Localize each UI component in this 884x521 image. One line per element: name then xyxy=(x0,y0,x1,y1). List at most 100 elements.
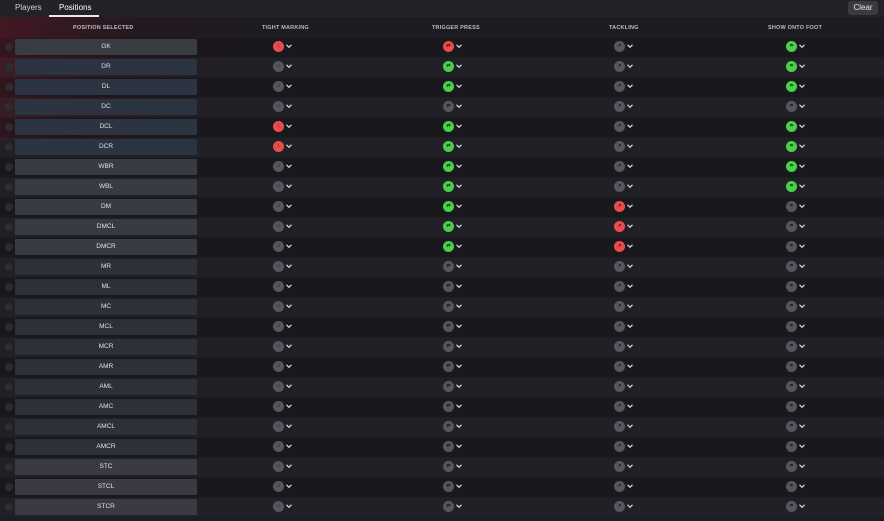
drag-handle-icon[interactable] xyxy=(5,63,13,71)
trigger-press-dropdown[interactable]: ⇄ xyxy=(443,81,469,93)
drag-handle-icon[interactable] xyxy=(5,263,13,271)
drag-handle-icon[interactable] xyxy=(5,123,13,131)
trigger-press-dropdown[interactable]: ⇄ xyxy=(443,261,469,273)
tight-marking-dropdown[interactable]: ∴ xyxy=(273,81,299,93)
drag-handle-icon[interactable] xyxy=(5,423,13,431)
show-onto-foot-dropdown[interactable]: ≐ xyxy=(786,81,812,93)
tackling-dropdown[interactable]: ↗ xyxy=(614,121,640,133)
tight-marking-dropdown[interactable]: ∴ xyxy=(273,201,299,213)
drag-handle-icon[interactable] xyxy=(5,323,13,331)
tackling-dropdown[interactable]: ↗ xyxy=(614,401,640,413)
show-onto-foot-dropdown[interactable]: ≐ xyxy=(786,121,812,133)
tight-marking-dropdown[interactable]: ∴ xyxy=(273,161,299,173)
tackling-dropdown[interactable]: ↗ xyxy=(614,101,640,113)
drag-handle-icon[interactable] xyxy=(5,403,13,411)
tight-marking-dropdown[interactable]: ∴ xyxy=(273,221,299,233)
trigger-press-dropdown[interactable]: ⇄ xyxy=(443,461,469,473)
show-onto-foot-dropdown[interactable]: ≐ xyxy=(786,481,812,493)
drag-handle-icon[interactable] xyxy=(5,503,13,511)
show-onto-foot-dropdown[interactable]: ≐ xyxy=(786,181,812,193)
show-onto-foot-dropdown[interactable]: ≐ xyxy=(786,321,812,333)
show-onto-foot-dropdown[interactable]: ≐ xyxy=(786,141,812,153)
tight-marking-dropdown[interactable]: ∴ xyxy=(273,301,299,313)
tackling-dropdown[interactable]: ↗ xyxy=(614,281,640,293)
trigger-press-dropdown[interactable]: ⇄ xyxy=(443,181,469,193)
tackling-dropdown[interactable]: ↗ xyxy=(614,181,640,193)
tight-marking-dropdown[interactable]: ∴ xyxy=(273,461,299,473)
drag-handle-icon[interactable] xyxy=(5,143,13,151)
tackling-dropdown[interactable]: ↗ xyxy=(614,141,640,153)
show-onto-foot-dropdown[interactable]: ≐ xyxy=(786,41,812,53)
trigger-press-dropdown[interactable]: ⇄ xyxy=(443,281,469,293)
tight-marking-dropdown[interactable]: ∴ xyxy=(273,381,299,393)
drag-handle-icon[interactable] xyxy=(5,483,13,491)
tackling-dropdown[interactable]: ↗ xyxy=(614,361,640,373)
show-onto-foot-dropdown[interactable]: ≐ xyxy=(786,441,812,453)
show-onto-foot-dropdown[interactable]: ≐ xyxy=(786,381,812,393)
tight-marking-dropdown[interactable]: ∴ xyxy=(273,441,299,453)
trigger-press-dropdown[interactable]: ⇄ xyxy=(443,141,469,153)
trigger-press-dropdown[interactable]: ⇄ xyxy=(443,221,469,233)
drag-handle-icon[interactable] xyxy=(5,223,13,231)
tackling-dropdown[interactable]: ↗ xyxy=(614,241,640,253)
tight-marking-dropdown[interactable]: ∴ xyxy=(273,401,299,413)
tight-marking-dropdown[interactable]: ∴ xyxy=(273,261,299,273)
tight-marking-dropdown[interactable]: ∴ xyxy=(273,481,299,493)
tight-marking-dropdown[interactable]: ∴ xyxy=(273,501,299,513)
trigger-press-dropdown[interactable]: ⇄ xyxy=(443,421,469,433)
tackling-dropdown[interactable]: ↗ xyxy=(614,161,640,173)
trigger-press-dropdown[interactable]: ⇄ xyxy=(443,321,469,333)
show-onto-foot-dropdown[interactable]: ≐ xyxy=(786,101,812,113)
show-onto-foot-dropdown[interactable]: ≐ xyxy=(786,341,812,353)
tackling-dropdown[interactable]: ↗ xyxy=(614,41,640,53)
drag-handle-icon[interactable] xyxy=(5,363,13,371)
tight-marking-dropdown[interactable]: ∴ xyxy=(273,181,299,193)
trigger-press-dropdown[interactable]: ⇄ xyxy=(443,301,469,313)
show-onto-foot-dropdown[interactable]: ≐ xyxy=(786,461,812,473)
drag-handle-icon[interactable] xyxy=(5,343,13,351)
drag-handle-icon[interactable] xyxy=(5,243,13,251)
show-onto-foot-dropdown[interactable]: ≐ xyxy=(786,201,812,213)
show-onto-foot-dropdown[interactable]: ≐ xyxy=(786,221,812,233)
drag-handle-icon[interactable] xyxy=(5,163,13,171)
trigger-press-dropdown[interactable]: ⇄ xyxy=(443,161,469,173)
drag-handle-icon[interactable] xyxy=(5,103,13,111)
tackling-dropdown[interactable]: ↗ xyxy=(614,441,640,453)
show-onto-foot-dropdown[interactable]: ≐ xyxy=(786,501,812,513)
tight-marking-dropdown[interactable]: ∴ xyxy=(273,101,299,113)
show-onto-foot-dropdown[interactable]: ≐ xyxy=(786,361,812,373)
tackling-dropdown[interactable]: ↗ xyxy=(614,321,640,333)
tight-marking-dropdown[interactable]: ∴ xyxy=(273,361,299,373)
drag-handle-icon[interactable] xyxy=(5,303,13,311)
tackling-dropdown[interactable]: ↗ xyxy=(614,221,640,233)
tackling-dropdown[interactable]: ↗ xyxy=(614,61,640,73)
tight-marking-dropdown[interactable]: ∴ xyxy=(273,421,299,433)
tight-marking-dropdown[interactable]: ∴ xyxy=(273,121,299,133)
tackling-dropdown[interactable]: ↗ xyxy=(614,461,640,473)
trigger-press-dropdown[interactable]: ⇄ xyxy=(443,481,469,493)
drag-handle-icon[interactable] xyxy=(5,443,13,451)
tight-marking-dropdown[interactable]: ∴ xyxy=(273,281,299,293)
drag-handle-icon[interactable] xyxy=(5,203,13,211)
tackling-dropdown[interactable]: ↗ xyxy=(614,481,640,493)
tackling-dropdown[interactable]: ↗ xyxy=(614,381,640,393)
drag-handle-icon[interactable] xyxy=(5,43,13,51)
trigger-press-dropdown[interactable]: ⇄ xyxy=(443,381,469,393)
show-onto-foot-dropdown[interactable]: ≐ xyxy=(786,421,812,433)
tight-marking-dropdown[interactable]: ∴ xyxy=(273,61,299,73)
trigger-press-dropdown[interactable]: ⇄ xyxy=(443,501,469,513)
tight-marking-dropdown[interactable]: ∴ xyxy=(273,321,299,333)
tight-marking-dropdown[interactable]: ∴ xyxy=(273,241,299,253)
trigger-press-dropdown[interactable]: ⇄ xyxy=(443,441,469,453)
clear-button[interactable]: Clear xyxy=(848,1,878,15)
drag-handle-icon[interactable] xyxy=(5,83,13,91)
trigger-press-dropdown[interactable]: ⇄ xyxy=(443,361,469,373)
trigger-press-dropdown[interactable]: ⇄ xyxy=(443,41,469,53)
tackling-dropdown[interactable]: ↗ xyxy=(614,81,640,93)
tackling-dropdown[interactable]: ↗ xyxy=(614,501,640,513)
tackling-dropdown[interactable]: ↗ xyxy=(614,261,640,273)
trigger-press-dropdown[interactable]: ⇄ xyxy=(443,121,469,133)
tight-marking-dropdown[interactable]: ∴ xyxy=(273,41,299,53)
drag-handle-icon[interactable] xyxy=(5,283,13,291)
drag-handle-icon[interactable] xyxy=(5,463,13,471)
